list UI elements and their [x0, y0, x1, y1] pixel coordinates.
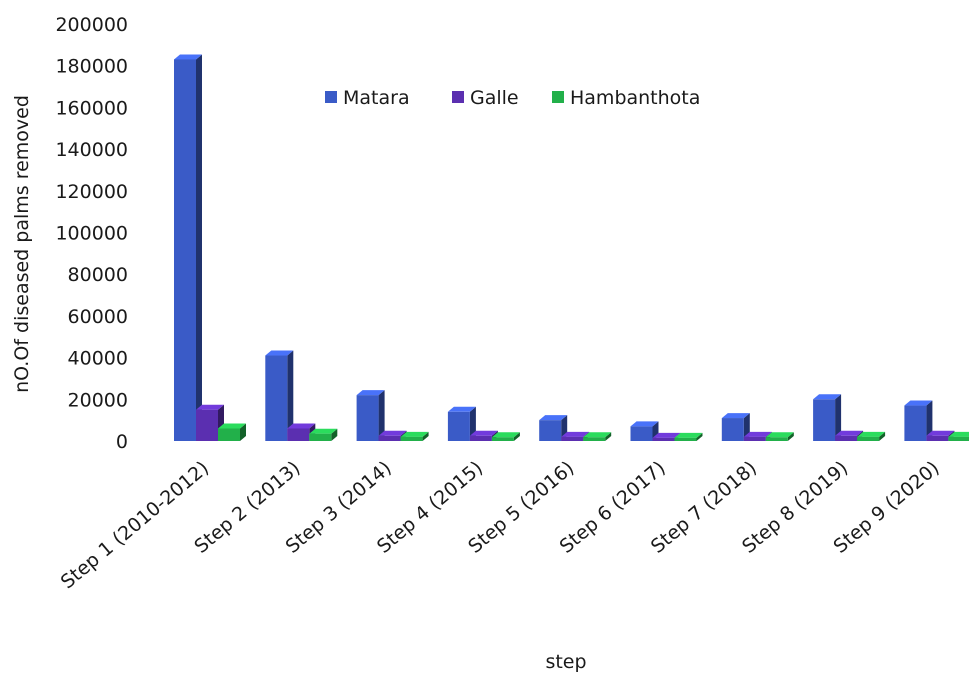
y-tick-label: 100000	[55, 223, 128, 245]
bar-hambanthota	[400, 431, 429, 441]
bar-matara	[356, 390, 385, 441]
bar-matara	[265, 350, 294, 441]
legend-swatch	[452, 91, 464, 103]
y-tick-label: 120000	[55, 181, 128, 203]
bar-hambanthota	[218, 423, 246, 441]
bar-hambanthota	[765, 432, 794, 441]
bar-matara	[174, 54, 202, 441]
y-tick-label: 140000	[55, 139, 128, 161]
y-tick-label: 80000	[68, 264, 128, 286]
bar-hambanthota	[583, 432, 612, 441]
bar-hambanthota	[491, 432, 520, 441]
bar-hambanthota	[309, 428, 338, 441]
bar-matara	[813, 394, 842, 441]
x-tick-label: Step 1 (2010-2012)	[57, 457, 213, 593]
y-tick-label: 180000	[55, 56, 128, 78]
y-tick-label: 20000	[68, 389, 128, 411]
bar-hambanthota	[948, 431, 969, 441]
bar-matara	[904, 400, 933, 441]
bar-matara	[721, 413, 750, 441]
y-axis-ticks: 0 20000 40000 60000 80000 100000 120000 140000 1…	[55, 14, 128, 453]
legend-item-matara: Matara	[325, 87, 410, 109]
y-tick-label: 0	[116, 431, 128, 453]
bar-hambanthota	[857, 431, 886, 441]
y-tick-label: 40000	[68, 348, 128, 370]
legend-label: Hambanthota	[570, 87, 700, 109]
y-tick-label: 200000	[55, 14, 128, 36]
bar-hambanthota	[674, 432, 703, 441]
legend-item-galle: Galle	[452, 87, 519, 109]
x-axis-title: step	[545, 651, 586, 673]
x-axis-ticks: Step 1 (2010-2012)Step 2 (2013)Step 3 (2…	[57, 457, 944, 593]
legend: Matara Galle Hambanthota	[325, 87, 700, 109]
legend-item-hambanthota: Hambanthota	[552, 87, 700, 109]
y-axis-title: nO.Of diseased palms removed	[11, 95, 33, 393]
legend-swatch	[325, 91, 337, 103]
legend-swatch	[552, 91, 564, 103]
legend-label: Matara	[343, 87, 410, 109]
bars-layer	[174, 54, 969, 441]
y-tick-label: 160000	[55, 97, 128, 119]
y-tick-label: 60000	[68, 306, 128, 328]
legend-label: Galle	[470, 87, 519, 109]
